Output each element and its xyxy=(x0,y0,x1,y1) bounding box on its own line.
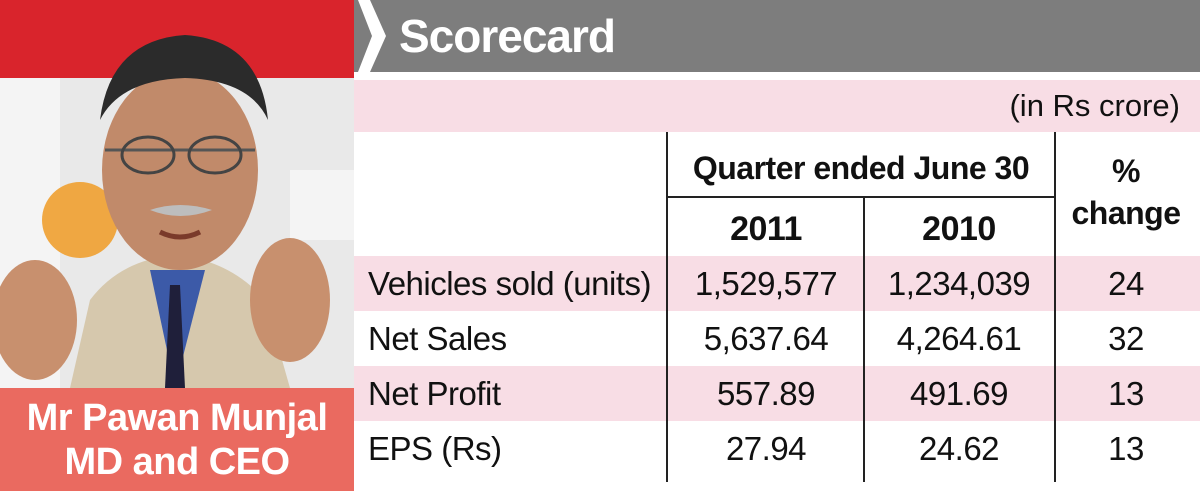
row-label: Net Sales xyxy=(368,320,507,357)
table-row: Net Sales 5,637.64 4,264.61 32 xyxy=(354,311,1200,366)
unit-row: (in Rs crore) xyxy=(354,80,1200,132)
arrow-icon xyxy=(358,0,386,72)
scorecard-table: Scorecard (in Rs crore) Quarter ended Ju… xyxy=(354,0,1200,491)
row-value-2011: 5,637.64 xyxy=(703,320,829,357)
column-divider xyxy=(666,132,668,482)
row-label: Vehicles sold (units) xyxy=(368,265,651,302)
row-label: Net Profit xyxy=(368,375,501,412)
scorecard-title: Scorecard xyxy=(399,10,616,62)
table-header xyxy=(354,132,1200,256)
header-change-percent: % xyxy=(1112,153,1140,189)
table-row: EPS (Rs) 27.94 24.62 13 xyxy=(354,421,1200,476)
photo-panel: Mr Pawan Munjal MD and CEO xyxy=(0,0,354,491)
row-value-2010: 24.62 xyxy=(918,430,1000,467)
row-value-2010: 491.69 xyxy=(910,375,1008,412)
header-year-2011: 2011 xyxy=(730,210,802,248)
row-value-2011: 557.89 xyxy=(717,375,815,412)
row-value-2011: 27.94 xyxy=(725,430,807,467)
header-change-word: change xyxy=(1071,195,1181,231)
executive-photo xyxy=(0,0,354,388)
caption-name: Mr Pawan Munjal xyxy=(26,396,328,439)
header-divider xyxy=(666,196,1056,198)
row-value-2011: 1,529,577 xyxy=(694,265,838,302)
row-change: 32 xyxy=(1108,320,1144,357)
row-value-2010: 4,264.61 xyxy=(896,320,1022,357)
table-row: Vehicles sold (units) 1,529,577 1,234,03… xyxy=(354,256,1200,311)
row-change: 13 xyxy=(1108,430,1144,467)
table-row: Net Profit 557.89 491.69 13 xyxy=(354,366,1200,421)
column-divider xyxy=(863,196,865,482)
unit-label: (in Rs crore) xyxy=(1009,88,1180,123)
row-label: EPS (Rs) xyxy=(368,430,502,467)
photo-caption: Mr Pawan Munjal MD and CEO xyxy=(0,388,354,491)
caption-role: MD and CEO xyxy=(64,440,290,483)
column-divider xyxy=(1054,132,1056,482)
row-value-2010: 1,234,039 xyxy=(887,265,1031,302)
header-period: Quarter ended June 30 xyxy=(692,150,1030,186)
header-year-2010: 2010 xyxy=(922,210,996,248)
header-change: % change xyxy=(1056,150,1196,234)
title-bar: Scorecard xyxy=(354,0,1200,72)
row-change: 24 xyxy=(1108,265,1144,302)
row-change: 13 xyxy=(1108,375,1144,412)
